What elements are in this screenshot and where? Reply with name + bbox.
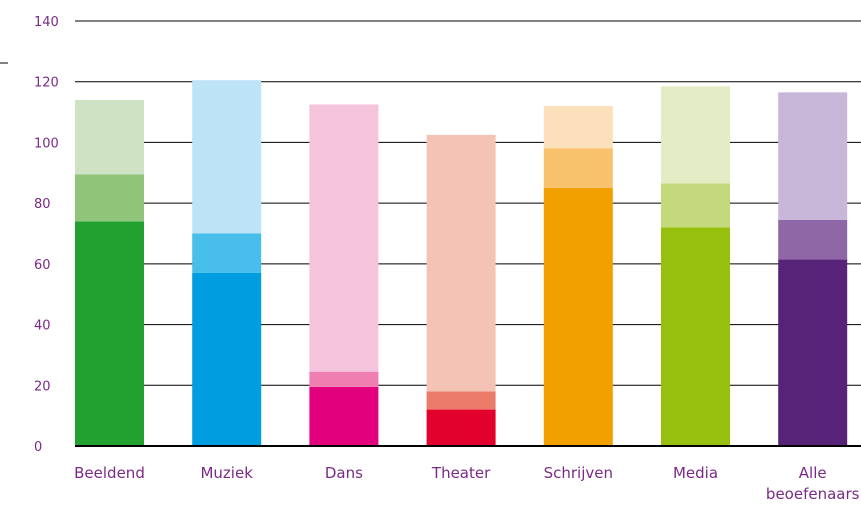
y-tick-label: 80: [34, 197, 51, 212]
x-tick-label-line: Schrijven: [544, 464, 613, 482]
y-tick-label: 0: [34, 440, 42, 455]
bar-segment: [192, 272, 262, 446]
x-tick-label-line: Muziek: [200, 464, 253, 482]
y-tick-label: 20: [34, 379, 51, 394]
bar-segment: [309, 104, 379, 372]
bar-segment: [778, 92, 848, 220]
x-tick-label-line: Alle: [799, 464, 827, 482]
x-tick-label-line: Dans: [325, 464, 363, 482]
bar-segment: [75, 221, 144, 446]
bar-segment: [543, 187, 613, 446]
x-tick-labels: Beeldend Muziek Dans Theater Schrijven Media A…: [74, 464, 860, 503]
bar-segment: [426, 134, 496, 392]
bar-segment: [661, 183, 730, 228]
bar-segment: [661, 86, 730, 184]
bar-segment: [192, 233, 262, 273]
x-tick-label: Theater: [431, 464, 491, 482]
bar-segment: [192, 80, 262, 234]
bar-segment: [309, 371, 379, 387]
y-tick-label: 120: [34, 76, 59, 91]
bar-segment: [309, 386, 379, 446]
x-tick-label-line: Media: [673, 464, 718, 482]
x-tick-label: Muziek: [200, 464, 253, 482]
bar-segment: [75, 99, 144, 175]
x-tick-label-line: Theater: [431, 464, 491, 482]
bars: [75, 80, 848, 446]
x-tick-label: Media: [673, 464, 718, 482]
bar-segment: [426, 391, 496, 410]
x-tick-label: Dans: [325, 464, 363, 482]
bar-segment: [426, 409, 496, 446]
x-tick-label: Schrijven: [544, 464, 613, 482]
bar-segment: [778, 219, 848, 260]
x-tick-label: Beeldend: [74, 464, 145, 482]
bar-segment: [661, 227, 730, 446]
y-tick-label: 100: [34, 136, 59, 151]
bar-segment: [778, 259, 848, 446]
y-tick-label: 40: [34, 319, 51, 334]
y-tick-labels: 0 20 40 60 80 100 120 140: [34, 15, 59, 455]
x-tick-label: Alle beoefenaars: [766, 464, 860, 503]
bar-segment: [75, 174, 144, 222]
y-tick-label: 140: [34, 15, 59, 30]
bar-segment: [543, 148, 613, 188]
y-tick-label: 60: [34, 258, 51, 273]
x-tick-label-line: beoefenaars: [766, 485, 860, 503]
bar-segment: [543, 106, 613, 149]
x-tick-label-line: Beeldend: [74, 464, 145, 482]
